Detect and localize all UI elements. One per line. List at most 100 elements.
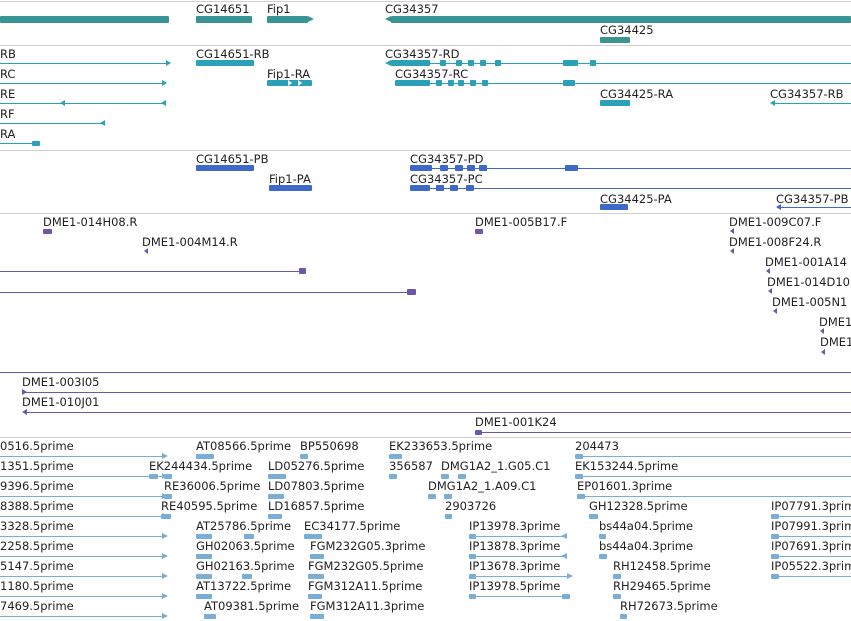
feature-block[interactable] [468, 60, 474, 66]
est-block[interactable] [577, 493, 585, 499]
gene-label[interactable]: CG34357 [385, 2, 439, 16]
feature-label[interactable]: DME1-010J01 [22, 395, 100, 409]
feature-label[interactable]: LD07803.5prime [268, 479, 365, 493]
feature-block[interactable] [410, 185, 430, 191]
est-block[interactable] [304, 533, 322, 539]
feature-block[interactable] [448, 80, 454, 86]
feature-label[interactable]: DME1-014D10 [767, 275, 850, 289]
feature-label[interactable]: bs44a04.5prime [599, 519, 694, 533]
feature-label[interactable]: RA [0, 127, 16, 141]
est-block[interactable] [389, 453, 402, 459]
feature-label[interactable]: Fip1-RA [267, 67, 311, 81]
est-block[interactable] [469, 553, 476, 559]
feature-block[interactable] [440, 165, 448, 171]
gene-label[interactable]: CG14651 [196, 2, 250, 16]
feature-label[interactable]: AT08566.5prime [196, 439, 292, 453]
est-block[interactable] [204, 613, 216, 619]
feature-label[interactable]: bs44a04.3prime [599, 539, 694, 553]
est-block[interactable] [599, 553, 607, 559]
est-block[interactable] [161, 513, 171, 519]
est-block[interactable] [771, 553, 779, 559]
feature-block[interactable] [600, 204, 628, 210]
feature-label[interactable]: DME1-003I05 [22, 375, 100, 389]
feature-label[interactable]: IP13678.3prime [469, 559, 561, 573]
feature-label[interactable]: IP13978.3prime [469, 519, 561, 533]
feature-label[interactable]: DME1 [819, 315, 851, 329]
est-block[interactable] [444, 493, 452, 499]
feature-block[interactable] [482, 80, 488, 86]
est-block[interactable] [613, 593, 621, 599]
feature-label[interactable]: FGM232G05.5prime [308, 559, 424, 573]
feature-block[interactable] [436, 185, 444, 191]
feature-label[interactable]: DME1 [820, 335, 851, 349]
feature-label[interactable]: EP01601.3prime [577, 479, 673, 493]
feature-label[interactable]: IP07791.3prime [771, 499, 851, 513]
gene-label[interactable]: Fip1 [267, 2, 291, 16]
est-block[interactable] [599, 533, 606, 539]
feature-label[interactable]: RC [0, 67, 16, 81]
feature-label[interactable]: DME1-009C07.F [729, 215, 822, 229]
feature-label[interactable]: EK244434.5prime [149, 459, 253, 473]
feature-block[interactable] [480, 60, 486, 66]
feature-block[interactable] [450, 185, 458, 191]
feature-block[interactable] [475, 228, 483, 234]
est-block[interactable] [196, 573, 212, 579]
est-block[interactable] [469, 533, 476, 539]
feature-label[interactable]: CG34357-RD [385, 47, 460, 61]
feature-block[interactable] [470, 80, 476, 86]
gene-block[interactable] [196, 15, 252, 23]
est-block[interactable] [244, 533, 254, 539]
feature-block[interactable] [440, 60, 446, 66]
est-block[interactable] [149, 473, 158, 479]
feature-label[interactable]: GH12328.5prime [589, 499, 688, 513]
feature-block[interactable] [196, 165, 254, 171]
est-block[interactable] [268, 473, 286, 479]
feature-block[interactable] [563, 80, 575, 86]
est-block[interactable] [620, 613, 627, 619]
feature-block[interactable] [565, 165, 578, 171]
feature-label[interactable]: AT25786.5prime [196, 519, 292, 533]
feature-label[interactable]: IP07691.3prime [771, 539, 851, 553]
feature-block[interactable] [407, 289, 416, 295]
feature-label[interactable]: EK233653.5prime [389, 439, 493, 453]
feature-label[interactable]: CG14651-RB [196, 47, 270, 61]
feature-label[interactable]: RE36006.5prime [164, 479, 261, 493]
feature-block[interactable] [456, 60, 462, 66]
feature-label[interactable]: FGM232G05.3prime [310, 539, 426, 553]
est-block[interactable] [196, 453, 214, 459]
feature-label[interactable]: CG34425-PA [600, 192, 672, 206]
feature-label[interactable]: RE [0, 87, 16, 101]
gene-label[interactable]: CG34425 [600, 23, 654, 37]
feature-label[interactable]: DMG1A2_1.G05.C1 [441, 459, 551, 473]
est-block[interactable] [575, 453, 583, 459]
est-block[interactable] [562, 593, 570, 599]
feature-label[interactable]: BP550698 [300, 439, 359, 453]
feature-block[interactable] [455, 165, 463, 171]
est-block[interactable] [441, 473, 449, 479]
feature-label[interactable]: 204473 [575, 439, 619, 453]
feature-label[interactable]: GH02163.5prime [196, 559, 295, 573]
feature-label[interactable]: RB [0, 47, 16, 61]
est-block[interactable] [613, 573, 621, 579]
est-block[interactable] [589, 513, 598, 519]
feature-label[interactable]: Fip1-PA [269, 172, 311, 186]
est-block[interactable] [300, 453, 308, 459]
feature-label[interactable]: DME1-005B17.F [475, 215, 568, 229]
feature-label[interactable]: 8388.5prime [0, 499, 74, 513]
feature-label[interactable]: LD16857.5prime [268, 499, 365, 513]
feature-block[interactable] [458, 80, 464, 86]
feature-label[interactable]: EK153244.5prime [575, 459, 679, 473]
feature-label[interactable]: IP05522.3prime [771, 559, 851, 573]
feature-label[interactable]: AT13722.5prime [196, 579, 292, 593]
feature-label[interactable]: DME1-014H08.R [43, 215, 138, 229]
feature-label[interactable]: 9396.5prime [0, 479, 74, 493]
feature-block[interactable] [475, 429, 482, 435]
feature-label[interactable]: RH72673.5prime [620, 599, 718, 613]
est-block[interactable] [164, 493, 172, 499]
est-block[interactable] [196, 533, 212, 539]
feature-block[interactable] [436, 80, 442, 86]
feature-block[interactable] [196, 60, 254, 66]
est-block[interactable] [310, 613, 324, 619]
feature-label[interactable]: 1180.5prime [0, 579, 74, 593]
